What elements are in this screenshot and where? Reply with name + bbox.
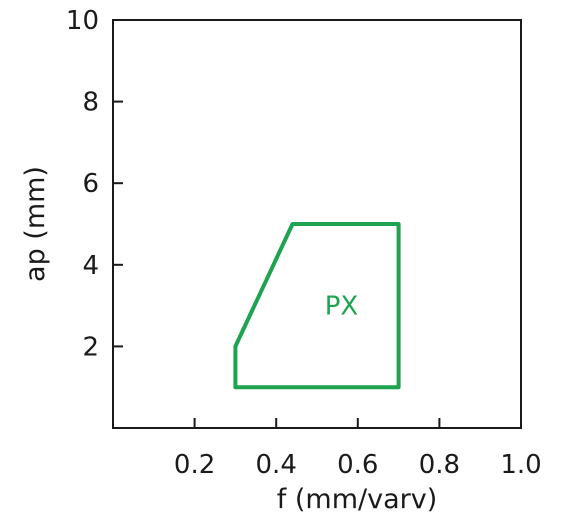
x-axis-ticks: 0.2 0.4 0.6 0.8 1.0: [174, 418, 542, 480]
y-tick-label: 2: [82, 332, 99, 362]
y-tick-label: 10: [66, 6, 99, 36]
y-axis-title: ap (mm): [20, 166, 51, 282]
region-label: PX: [325, 292, 359, 322]
x-tick-label: 0.8: [419, 450, 460, 480]
operating-regions: PX: [233, 222, 401, 390]
x-tick-label: 0.6: [337, 450, 378, 480]
y-axis-ticks: 2 4 6 8 10: [66, 6, 123, 362]
y-tick-label: 6: [82, 169, 99, 199]
x-tick-label: 0.2: [174, 450, 215, 480]
y-tick-label: 4: [82, 251, 99, 281]
plot-frame: [112, 19, 522, 429]
x-tick-label: 0.4: [256, 450, 297, 480]
x-axis-title: f (mm/varv): [277, 484, 437, 515]
x-tick-label: 1.0: [500, 450, 541, 480]
y-tick-label: 8: [82, 88, 99, 118]
region-outline: [233, 222, 401, 390]
